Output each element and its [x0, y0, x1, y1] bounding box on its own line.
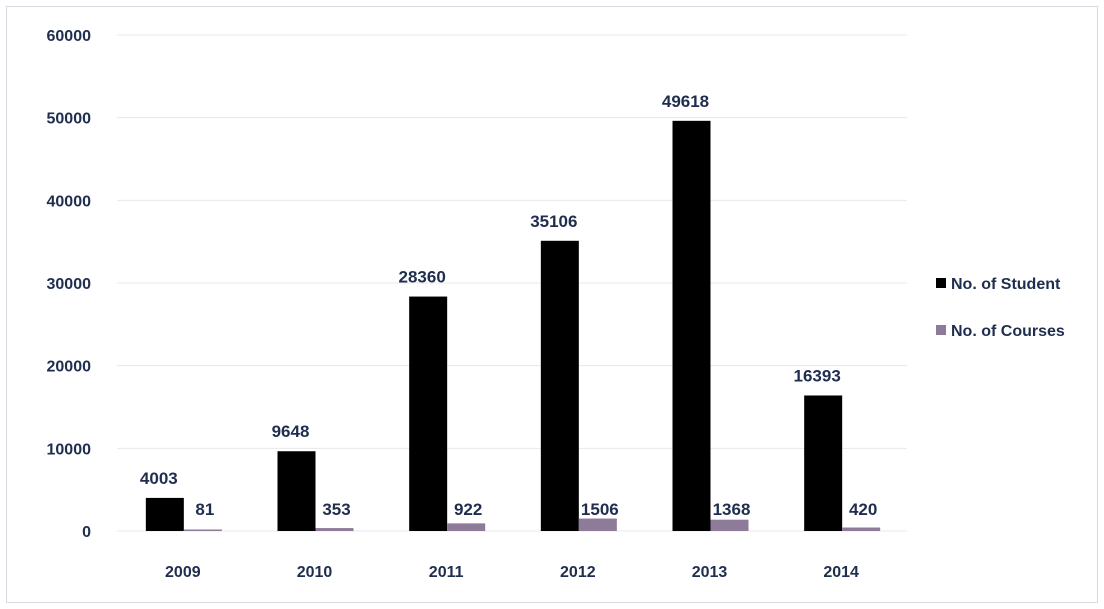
- x-category-label: 2011: [429, 564, 464, 581]
- chart-svg: 0 10000 20000 30000 40000 50000 60000 4003 81 96…: [47, 28, 1065, 581]
- x-category-label: 2013: [692, 564, 728, 581]
- data-label-courses: 1368: [713, 500, 751, 519]
- bar-courses: [447, 523, 486, 531]
- bar-courses: [710, 519, 749, 531]
- data-label-students: 35106: [530, 212, 577, 231]
- data-label-courses: 420: [849, 500, 877, 519]
- data-labels: 4003 81 9648 353 28360 922 35106 1506 49618 1368 1…: [140, 92, 877, 519]
- legend-label: No. of Courses: [951, 323, 1065, 340]
- data-label-students: 16393: [794, 366, 841, 385]
- legend: No. of Student No. of Courses: [936, 276, 1065, 340]
- bar-students: [804, 395, 843, 531]
- legend-label: No. of Student: [951, 276, 1061, 293]
- data-label-students: 49618: [662, 92, 709, 111]
- x-category-label: 2010: [297, 564, 333, 581]
- y-tick-label: 60000: [47, 28, 92, 45]
- data-label-students: 28360: [399, 268, 446, 287]
- bar-students: [409, 296, 448, 531]
- bars: [145, 120, 881, 532]
- bar-courses: [183, 529, 222, 531]
- x-category-label: 2009: [165, 564, 201, 581]
- y-tick-label: 30000: [47, 276, 92, 293]
- bar-courses: [315, 528, 354, 531]
- y-tick-label: 50000: [47, 111, 92, 128]
- y-tick-label: 40000: [47, 193, 92, 210]
- y-tick-label: 10000: [47, 441, 92, 458]
- data-label-courses: 353: [322, 500, 350, 519]
- y-tick-label: 0: [82, 524, 91, 541]
- legend-swatch: [936, 325, 946, 335]
- chart-frame: 0 10000 20000 30000 40000 50000 60000 4003 81 96…: [6, 6, 1098, 603]
- data-label-courses: 1506: [581, 500, 619, 519]
- bar-students: [672, 120, 711, 532]
- bar-courses: [842, 527, 881, 531]
- y-axis-ticks: 0 10000 20000 30000 40000 50000 60000: [47, 28, 92, 541]
- bar-courses: [578, 518, 617, 531]
- bar-students: [277, 451, 316, 531]
- x-category-label: 2012: [560, 564, 596, 581]
- data-label-courses: 81: [195, 500, 214, 519]
- x-axis-categories: 2009 2010 2011 2012 2013 2014: [165, 564, 859, 581]
- bar-students: [145, 497, 184, 531]
- data-label-students: 9648: [272, 422, 310, 441]
- data-label-courses: 922: [454, 500, 482, 519]
- legend-swatch: [936, 278, 946, 288]
- bar-students: [540, 240, 579, 531]
- data-label-students: 4003: [140, 469, 178, 488]
- grid-layer: [117, 34, 907, 532]
- y-tick-label: 20000: [47, 359, 92, 376]
- x-category-label: 2014: [823, 564, 859, 581]
